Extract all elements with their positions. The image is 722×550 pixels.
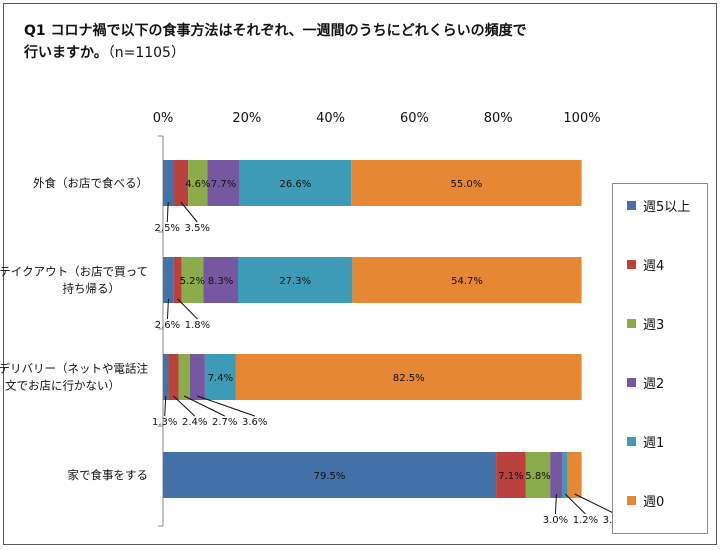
data-label: 82.5%: [393, 373, 425, 384]
chart-title: Q1 コロナ禍で以下の食事方法はそれぞれ、一週間のうちにどれくらいの頻度で 行い…: [24, 20, 664, 64]
x-tick-label: 100%: [563, 111, 600, 126]
bar-segment: [181, 257, 204, 303]
bar-segment: [168, 354, 179, 400]
bar-segment: [163, 257, 174, 303]
bar-segment: [567, 452, 582, 498]
leader-line: [173, 395, 196, 417]
leader-line: [183, 395, 225, 417]
data-label: 27.3%: [279, 276, 311, 287]
legend-item: 週1: [627, 431, 664, 451]
data-label: 1.2%: [573, 515, 598, 526]
data-label: 3.0%: [543, 515, 568, 526]
bar-segment: [239, 160, 352, 206]
data-label: 79.5%: [314, 471, 346, 482]
bar-segment: [496, 452, 526, 498]
legend-item: 週4: [627, 254, 664, 274]
legend-swatch: [627, 318, 636, 328]
legend-swatch: [627, 259, 636, 269]
data-label: 3.5%: [185, 223, 210, 234]
data-label: 1.8%: [185, 320, 210, 331]
bar-segment: [189, 354, 205, 400]
legend-label: 週0: [643, 494, 665, 510]
bar-segment: [203, 257, 239, 303]
legend-item: 週0: [627, 490, 664, 510]
bar-segment: [204, 354, 236, 400]
bar-segment: [351, 160, 582, 206]
legend-item: 週5以上: [627, 195, 690, 215]
category-label: 家で食事をする: [68, 468, 149, 482]
data-label: 3.6%: [242, 417, 267, 428]
data-label: 55.0%: [450, 179, 482, 190]
bar-segment: [562, 452, 568, 498]
data-label: 5.2%: [180, 276, 205, 287]
data-label: 2.6%: [155, 320, 180, 331]
x-tick-label: 20%: [232, 111, 261, 126]
bar-segment: [178, 354, 190, 400]
title-sample-size: （n=1105）: [107, 45, 185, 61]
leader-line: [177, 298, 198, 320]
bar-segment: [188, 160, 208, 206]
bar-segment: [238, 257, 353, 303]
x-tick-label: 40%: [316, 111, 345, 126]
x-tick-label: 60%: [400, 111, 429, 126]
title-main: Q1 コロナ禍で以下の食事方法はそれぞれ、一週間のうちにどれくらいの頻度で 行い…: [24, 23, 527, 61]
bar-segment: [207, 160, 240, 206]
bar-segment: [550, 452, 563, 498]
bar-segment: [525, 452, 551, 498]
legend-label: 週5以上: [643, 199, 691, 215]
data-label: 2.4%: [182, 417, 207, 428]
data-label: 8.3%: [208, 276, 233, 287]
leader-line: [574, 493, 616, 515]
leader-line: [180, 201, 198, 223]
category-label: 外食（お店で食べる）: [33, 176, 148, 190]
data-label: 54.7%: [451, 276, 483, 287]
legend-label: 週3: [643, 317, 665, 333]
data-label: 7.1%: [498, 471, 523, 482]
legend-swatch: [627, 436, 636, 446]
bar-segment: [163, 452, 497, 498]
leader-line: [564, 493, 586, 515]
legend-label: 週2: [643, 376, 665, 392]
legend-swatch: [627, 377, 636, 387]
legend-label: 週4: [643, 258, 665, 274]
leader-line: [166, 298, 169, 320]
data-label: 1.3%: [152, 417, 177, 428]
data-label: 7.4%: [208, 373, 233, 384]
legend-swatch: [627, 495, 636, 505]
data-label: 7.7%: [211, 179, 236, 190]
bar-segment: [235, 354, 582, 400]
bar-segment: [352, 257, 582, 303]
category-label: テイクアウト（お店で買って持ち帰る）: [0, 265, 148, 296]
leader-line: [164, 395, 167, 417]
bar-segment: [173, 257, 182, 303]
x-tick-label: 80%: [484, 111, 513, 126]
legend-label: 週1: [643, 435, 665, 451]
x-tick-label: 0%: [153, 111, 174, 126]
legend-item: 週3: [627, 313, 664, 333]
bar-segment: [163, 160, 174, 206]
bar-segment: [163, 354, 169, 400]
legend: 週5以上週4 週3 週2 週1 週0: [612, 183, 708, 534]
data-label: 2.7%: [212, 417, 237, 428]
data-label: 2.5%: [155, 223, 180, 234]
data-label: 4.6%: [185, 179, 210, 190]
legend-swatch: [627, 200, 636, 210]
leader-line: [197, 395, 255, 417]
data-label: 5.8%: [525, 471, 550, 482]
legend-item: 週2: [627, 372, 664, 392]
chart-frame: [3, 3, 717, 545]
leader-line: [554, 493, 557, 515]
category-label: デリバリー（ネットや電話注文でお店に行かない）: [0, 362, 148, 393]
bar-segment: [173, 160, 189, 206]
leader-line: [166, 201, 169, 223]
data-label: 26.6%: [280, 179, 312, 190]
